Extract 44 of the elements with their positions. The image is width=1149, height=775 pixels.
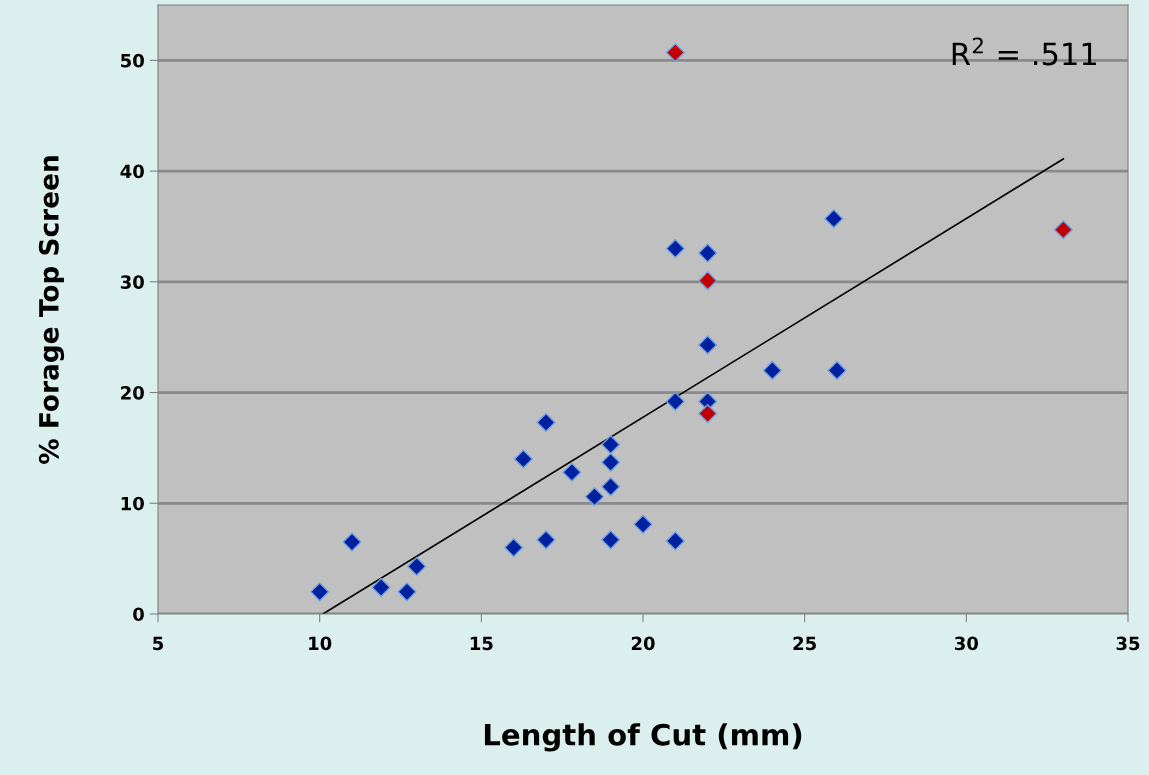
point [562,462,582,482]
x-tick-label: 25 [793,636,816,651]
point [310,582,330,602]
point [601,452,621,472]
x-axis-title: Length of Cut (mm) [484,723,802,752]
point [584,487,605,507]
point [665,531,685,551]
point [407,556,427,576]
point [601,477,621,497]
point [601,435,621,455]
point [601,530,621,550]
x-tick-label: 20 [631,636,655,651]
point [762,360,782,380]
y-axis-title: % Forage Top Screen [38,156,65,464]
point [698,243,718,263]
y-tick-label: 0 [133,607,144,622]
point [665,391,685,411]
point [342,532,362,552]
y-tick-label: 20 [121,386,144,400]
point [698,335,718,355]
y-tick-label: 50 [121,53,144,68]
point [504,538,524,558]
y-tick-label: 30 [120,275,144,289]
x-tick-label: 35 [1116,636,1140,651]
point [536,530,556,550]
point [827,360,847,380]
x-tick-label: 10 [309,636,332,651]
x-tick-label: 5 [153,636,164,651]
annotation: R$^{2}$ = .511 [952,37,1096,66]
point [1053,220,1073,240]
point [824,209,844,229]
x-tick-label: 30 [954,636,979,651]
point [698,271,718,291]
point [665,239,685,259]
y-tick-label: 10 [121,496,144,511]
point [371,577,391,597]
point [698,404,718,424]
y-tick-label: 40 [120,164,144,179]
point [397,582,417,602]
point [536,412,556,432]
point [633,514,653,534]
point [513,449,533,469]
x-tick-label: 15 [470,636,493,651]
point [665,43,685,63]
